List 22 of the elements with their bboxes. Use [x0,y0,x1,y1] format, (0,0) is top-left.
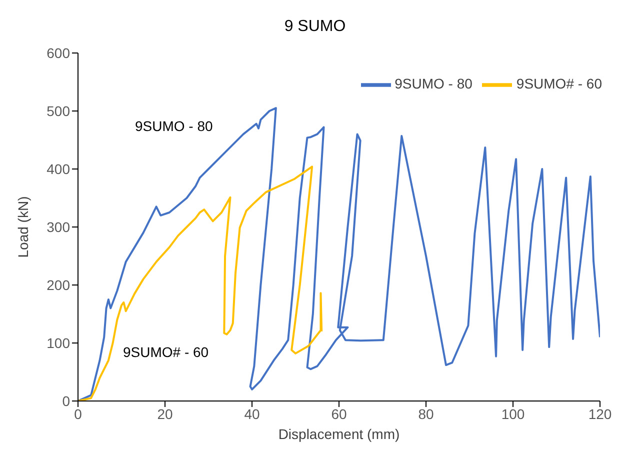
x-tick-label: 40 [244,406,260,422]
x-axis-title: Displacement (mm) [278,426,400,442]
annotation: 9SUMO# - 60 [123,344,209,360]
x-tick-label: 20 [157,406,173,422]
y-tick-label: 0 [62,392,70,409]
y-tick-label: 400 [46,160,70,177]
x-tick-label: 100 [501,406,525,422]
x-tick-label: 80 [418,406,434,422]
y-tick-label: 600 [46,44,70,61]
y-tick-label: 100 [46,334,70,351]
y-tick-label: 300 [46,218,70,235]
x-tick-label: 0 [74,406,82,422]
x-tick-label: 60 [331,406,347,422]
y-tick-label: 200 [46,276,70,293]
legend-label: 9SUMO - 80 [394,76,472,92]
y-tick-label: 500 [46,102,70,119]
chart-title: 9 SUMO [284,18,346,35]
y-axis-title: Load (kN) [14,196,31,258]
x-tick-label: 120 [588,406,612,422]
annotation: 9SUMO - 80 [135,118,213,134]
legend-label: 9SUMO# - 60 [516,76,602,92]
line-series [78,166,323,401]
